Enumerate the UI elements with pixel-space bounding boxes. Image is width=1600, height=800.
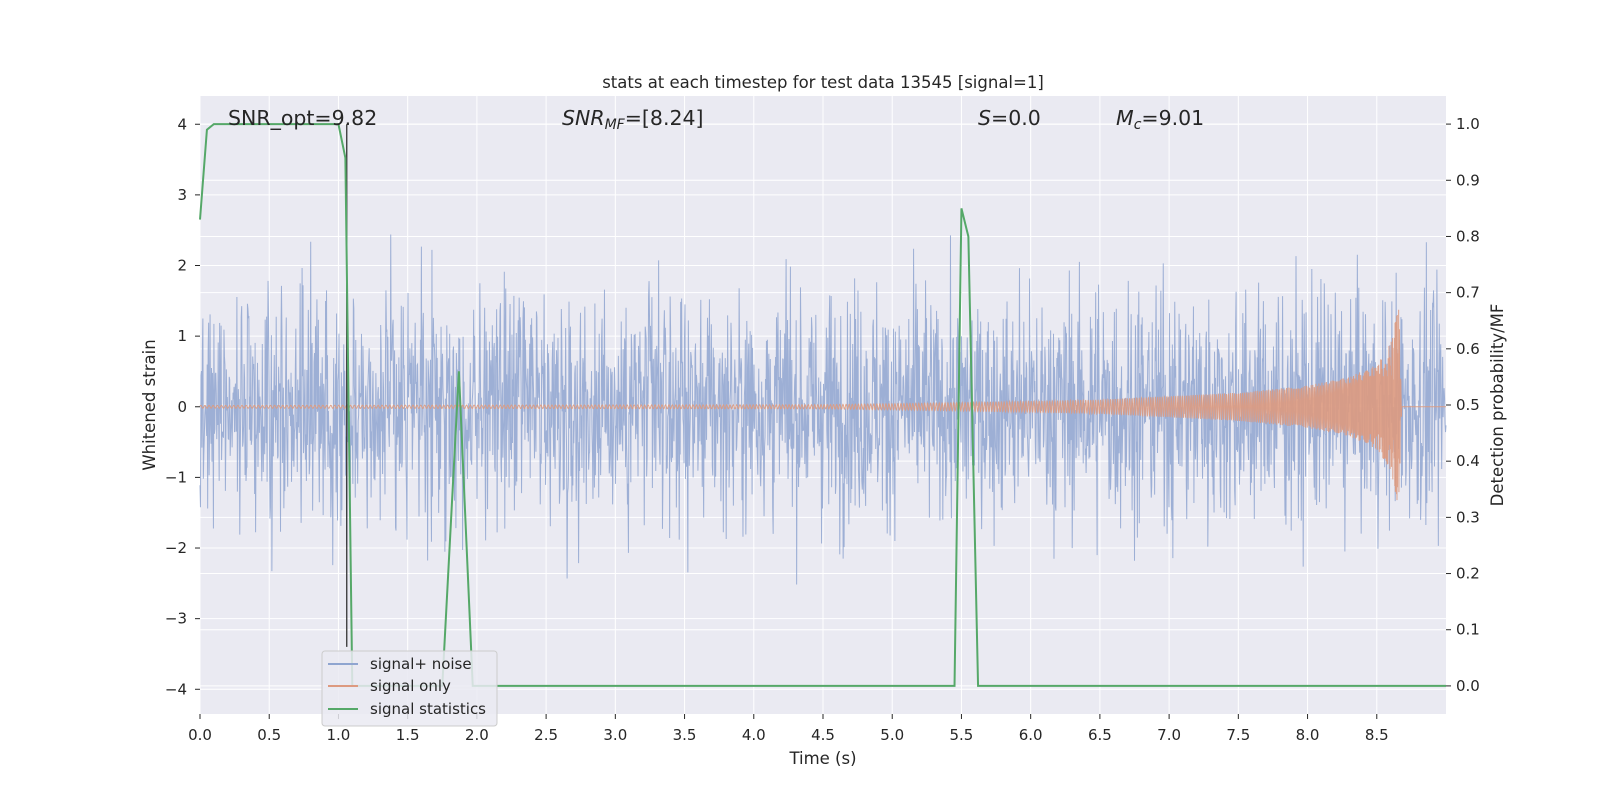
y-tick-label-left: −4 bbox=[165, 680, 187, 698]
x-tick-label: 7.0 bbox=[1157, 726, 1181, 744]
x-tick-label: 2.5 bbox=[534, 726, 558, 744]
y-tick-label-left: 4 bbox=[177, 115, 187, 133]
x-tick-label: 1.0 bbox=[327, 726, 351, 744]
x-tick-label: 5.0 bbox=[880, 726, 904, 744]
x-axis-label: Time (s) bbox=[788, 749, 856, 768]
annotation-mc-main: M bbox=[1116, 106, 1134, 130]
annotation-mc: Mc=9.01 bbox=[1116, 106, 1204, 133]
y-tick-label-right: 0.7 bbox=[1456, 284, 1480, 302]
annotation-s: S=0.0 bbox=[978, 106, 1041, 130]
x-tick-label: 8.0 bbox=[1296, 726, 1320, 744]
x-ticks: 0.0 0.5 1.0 1.5 2.0 2.5 3.0 3.5 4.0 4.5 5.0 5.5 6.0 6… bbox=[188, 714, 1389, 744]
x-tick-label: 3.0 bbox=[603, 726, 627, 744]
y-ticks-right: 1.0 0.9 0.8 0.7 0.6 0.5 0.4 0.3 0.2 0.1 0.0 bbox=[1446, 115, 1480, 695]
y-tick-label-left: 2 bbox=[177, 257, 187, 275]
y-tick-label-left: 3 bbox=[177, 186, 187, 204]
y-tick-label-right: 0.0 bbox=[1456, 677, 1480, 695]
legend-box bbox=[321, 650, 498, 727]
y-tick-label-left: −3 bbox=[165, 610, 187, 628]
series-line-signal-noise bbox=[199, 234, 1447, 585]
series-line-signal-only bbox=[199, 309, 1446, 501]
x-tick-label: 1.5 bbox=[396, 726, 420, 744]
x-tick-label: 7.5 bbox=[1226, 726, 1250, 744]
y-tick-label-right: 0.4 bbox=[1456, 452, 1480, 470]
y-axis-label-right: Detection probability/MF bbox=[1488, 304, 1507, 507]
y-ticks-left: 4 3 2 1 0 −1 −2 −3 −4 bbox=[165, 115, 200, 698]
y-tick-label-right: 0.2 bbox=[1456, 565, 1480, 583]
y-tick-label-left: 1 bbox=[177, 327, 187, 345]
annotation-snr-mf-rest: =[8.24] bbox=[625, 106, 704, 130]
annotation-s-main: S bbox=[978, 106, 991, 130]
annotation-s-rest: =0.0 bbox=[991, 106, 1041, 130]
annotation-snr-mf: SNRMF=[8.24] bbox=[562, 106, 704, 133]
y-tick-label-left: −2 bbox=[165, 539, 187, 557]
legend-label-stats: signal statistics bbox=[370, 700, 486, 718]
x-tick-label: 2.0 bbox=[465, 726, 489, 744]
y-tick-label-left: −1 bbox=[165, 468, 187, 486]
y-tick-label-right: 0.1 bbox=[1456, 621, 1480, 639]
x-tick-label: 8.5 bbox=[1365, 726, 1389, 744]
x-tick-label: 0.5 bbox=[257, 726, 281, 744]
legend-label-signal: signal only bbox=[370, 677, 451, 695]
y-tick-label-right: 0.5 bbox=[1456, 396, 1480, 414]
chart-title: stats at each timestep for test data 135… bbox=[602, 73, 1044, 92]
annotation-snr-opt: SNR_opt=9.82 bbox=[228, 106, 377, 131]
series-signal-noise bbox=[199, 234, 1447, 585]
y-axis-label-left: Whitened strain bbox=[140, 339, 159, 470]
x-tick-label: 5.5 bbox=[950, 726, 974, 744]
y-tick-label-right: 0.6 bbox=[1456, 340, 1480, 358]
x-tick-label: 6.5 bbox=[1088, 726, 1112, 744]
x-tick-label: 4.5 bbox=[811, 726, 835, 744]
x-tick-label: 3.5 bbox=[673, 726, 697, 744]
annotation-mc-rest: =9.01 bbox=[1141, 106, 1204, 130]
legend: signal+ noise signal only signal statist… bbox=[321, 650, 498, 727]
annotation-mc-sub: c bbox=[1134, 117, 1142, 133]
y-tick-label-right: 1.0 bbox=[1456, 115, 1480, 133]
x-tick-label: 0.0 bbox=[188, 726, 212, 744]
x-tick-label: 4.0 bbox=[742, 726, 766, 744]
annotation-snr-mf-sub: MF bbox=[605, 117, 626, 133]
legend-label-noise: signal+ noise bbox=[370, 655, 472, 673]
y-tick-label-right: 0.3 bbox=[1456, 508, 1480, 526]
annotation-snr-mf-main: SNR bbox=[562, 106, 605, 130]
y-tick-label-left: 0 bbox=[177, 398, 187, 416]
y-tick-label-right: 0.9 bbox=[1456, 171, 1480, 189]
x-tick-label: 6.0 bbox=[1019, 726, 1043, 744]
y-tick-label-right: 0.8 bbox=[1456, 227, 1480, 245]
series-signal-only bbox=[199, 309, 1446, 501]
